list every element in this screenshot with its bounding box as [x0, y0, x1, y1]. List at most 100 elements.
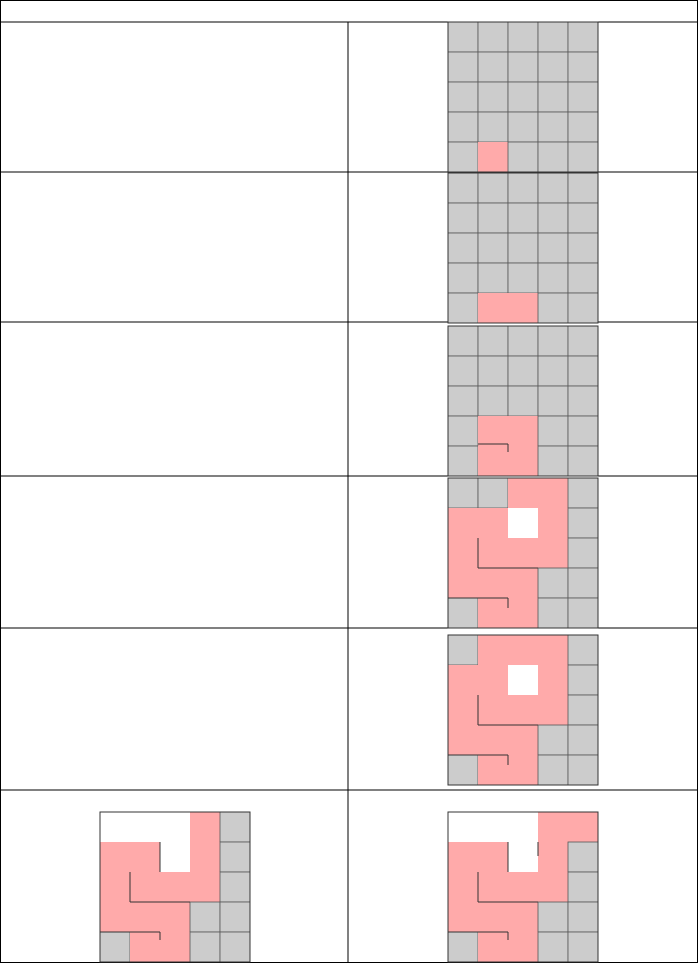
grid-cell: [507, 355, 539, 387]
grid-cell: [507, 111, 539, 143]
grid-cell: [567, 172, 599, 204]
grid-cell: [447, 754, 479, 786]
grid-cell: [507, 232, 539, 264]
grid-cell: [537, 81, 569, 113]
grid-cell: [448, 725, 478, 755]
grid-cell: [189, 931, 221, 963]
grid-cell: [537, 232, 569, 264]
grid-cell: [567, 21, 599, 53]
grid-border: [447, 21, 599, 173]
grid-cell: [477, 325, 509, 357]
grid-cell: [567, 81, 599, 113]
grid-cell: [478, 842, 508, 872]
grid-cell: [567, 931, 599, 963]
grid-cell: [477, 202, 509, 234]
grid-cell: [508, 665, 538, 695]
grid-cell: [447, 21, 479, 53]
grid-cell: [447, 597, 479, 629]
grid-cell: [478, 695, 508, 725]
grid-border: [447, 811, 599, 963]
grid-cell: [538, 538, 568, 568]
grid-cell: [537, 292, 569, 324]
grid-cell: [567, 841, 599, 873]
grid-cell: [567, 724, 599, 756]
grid-cell: [567, 694, 599, 726]
grid-cell: [219, 841, 251, 873]
grid-cell: [508, 568, 538, 598]
grid-cell: [537, 445, 569, 477]
grid-cell: [567, 477, 599, 509]
grid-cell: [100, 872, 130, 902]
grid-cell: [507, 141, 539, 173]
grid-cell: [567, 445, 599, 477]
grid-cell: [448, 695, 478, 725]
grid-cell: [478, 902, 508, 932]
grid-cell: [190, 842, 220, 872]
grid-cell: [568, 812, 598, 842]
grid-cell: [190, 872, 220, 902]
grid-cell: [507, 385, 539, 417]
grid-cell: [130, 902, 160, 932]
grid-cell: [538, 695, 568, 725]
grid-cell: [567, 664, 599, 696]
grid-cell: [537, 901, 569, 933]
grid-cell: [219, 871, 251, 903]
grid-cell: [477, 51, 509, 83]
grid-cell: [189, 901, 221, 933]
grid-cell: [567, 202, 599, 234]
grid-cell: [507, 325, 539, 357]
grid-cell: [538, 635, 568, 665]
grid-cell: [537, 754, 569, 786]
grid-cell: [448, 902, 478, 932]
grid-cell: [477, 477, 509, 509]
grid-cell: [478, 293, 508, 323]
grid-cell: [508, 842, 538, 872]
grid-cell: [448, 538, 478, 568]
grid-border: [447, 634, 599, 786]
grid-cell: [448, 665, 478, 695]
grid-cell: [477, 111, 509, 143]
grid-cell: [447, 292, 479, 324]
grid-cell: [508, 725, 538, 755]
grid-cell: [477, 355, 509, 387]
grid-cell: [130, 842, 160, 872]
grid-cell: [507, 51, 539, 83]
grid-cell: [448, 842, 478, 872]
grid-cell: [567, 871, 599, 903]
grid-cell: [537, 262, 569, 294]
grid-cell: [100, 812, 130, 842]
grid-cell: [567, 754, 599, 786]
grid-cell: [448, 812, 478, 842]
grid-cell: [219, 931, 251, 963]
grid-cell: [477, 21, 509, 53]
grid-cell: [567, 901, 599, 933]
grid-cell: [477, 232, 509, 264]
grid-cell: [537, 724, 569, 756]
grid-cell: [130, 872, 160, 902]
grid-cell: [447, 232, 479, 264]
grid-cell: [478, 416, 508, 446]
grid-cell: [538, 842, 568, 872]
grid-cell: [537, 325, 569, 357]
grid-cell: [219, 901, 251, 933]
grid-cell: [478, 538, 508, 568]
grid-cell: [538, 508, 568, 538]
grid-cell: [447, 202, 479, 234]
grid-cell: [567, 355, 599, 387]
grid-cell: [507, 21, 539, 53]
grid-cell: [567, 51, 599, 83]
grid-cell: [447, 111, 479, 143]
grid-cell: [567, 325, 599, 357]
grid-cell: [477, 172, 509, 204]
grid-cell: [447, 385, 479, 417]
grid-cell: [507, 172, 539, 204]
grid-cell: [478, 812, 508, 842]
grid-cell: [447, 445, 479, 477]
grid-cell: [508, 538, 538, 568]
grid-cell: [508, 755, 538, 785]
grid-cell: [537, 385, 569, 417]
grid-cell: [447, 355, 479, 387]
grid-cell: [567, 262, 599, 294]
grid-border: [447, 477, 599, 629]
